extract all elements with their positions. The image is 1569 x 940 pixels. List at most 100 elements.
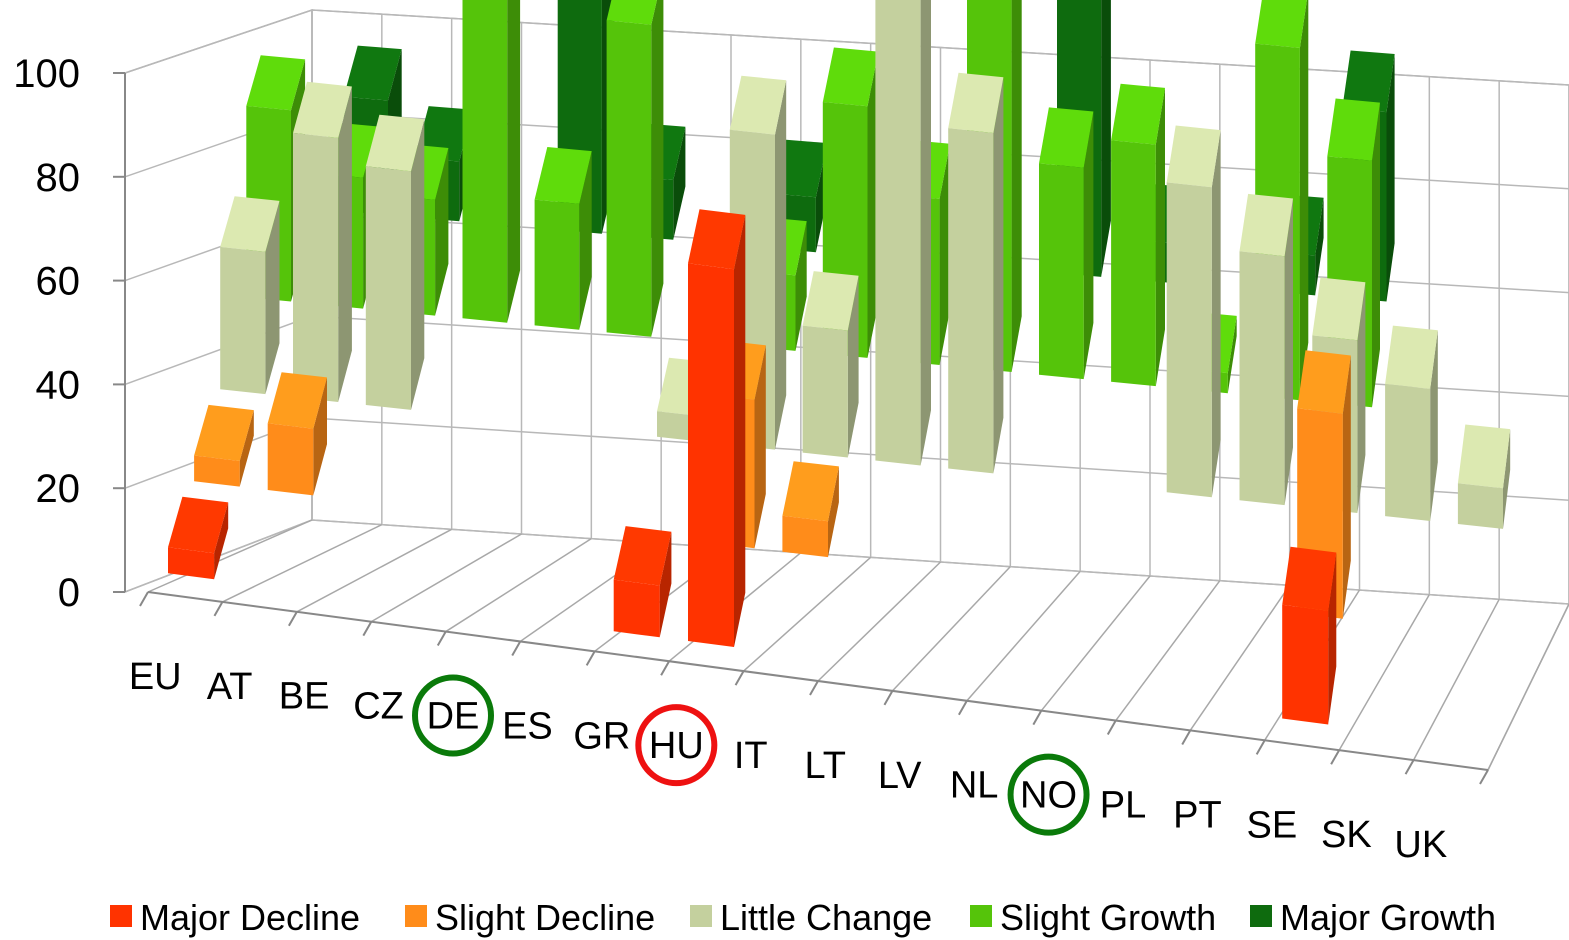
x-axis: EU AT BE CZ DE ES GR HU IT LT LV NL NO PL PT SE SK UK (129, 591, 1489, 866)
y-tick-label: 20 (36, 467, 81, 511)
bar-slight-growth-nl (1039, 107, 1094, 380)
bar-little-change-sk (1385, 325, 1438, 521)
x-tick-label: ES (502, 705, 553, 747)
legend-swatch (690, 905, 712, 927)
legend-swatch (405, 905, 427, 927)
x-tick-label: HU (649, 725, 704, 767)
highlight-circle-no (1007, 753, 1090, 836)
bar-little-change-eu (220, 196, 280, 395)
legend: Major Decline Slight Decline Little Change… (110, 897, 1496, 938)
floor-divider (222, 523, 383, 603)
legend-swatch (1250, 905, 1272, 927)
bar-slight-growth-no (1111, 83, 1165, 387)
x-tick-mark (1330, 749, 1340, 765)
bar-major-decline-se (1282, 546, 1337, 725)
bar-little-change-pl (1166, 125, 1221, 498)
y-tick-label: 0 (58, 571, 80, 615)
x-tick-mark (1479, 769, 1489, 785)
x-tick-label: CZ (353, 686, 404, 728)
x-tick-mark (436, 631, 447, 647)
legend-label: Slight Growth (1000, 897, 1216, 938)
bar-major-decline-hu (688, 209, 746, 647)
floor-divider (445, 538, 592, 633)
x-tick-mark (585, 650, 596, 666)
y-tick-label: 60 (36, 260, 81, 304)
x-tick-label: SE (1247, 804, 1298, 846)
x-tick-mark (1106, 720, 1117, 736)
bar-slight-growth-de (534, 147, 592, 330)
floor-divider (147, 519, 313, 593)
x-tick-label: LT (804, 745, 846, 787)
x-tick-label: IT (734, 735, 768, 777)
y-axis: 0 20 40 60 80 100 (13, 52, 126, 615)
bar-little-change-pt (1239, 193, 1293, 506)
gridline-0 (124, 519, 1569, 605)
floor-divider (1338, 594, 1430, 751)
bar-slight-decline-eu (194, 404, 254, 487)
right-floor-edge (1487, 603, 1569, 771)
legend-label: Major Decline (140, 897, 360, 938)
bar-little-change-lv (948, 72, 1004, 474)
bar-little-change-lt (875, 0, 931, 466)
x-tick-mark (660, 660, 670, 676)
y-tick-label: 80 (36, 156, 81, 200)
x-tick-mark (1404, 759, 1415, 775)
x-tick-label: NL (950, 765, 999, 807)
bar-slight-growth-cz (462, 0, 521, 323)
floor-divider (296, 528, 453, 613)
x-tick-label: NO (1020, 775, 1077, 817)
bar-major-decline-eu (168, 496, 229, 580)
legend-label: Slight Decline (435, 897, 655, 938)
x-tick-mark (511, 640, 522, 656)
bar-little-change-uk (1457, 424, 1511, 529)
x-tick-mark (734, 670, 745, 686)
floor-divider (1189, 584, 1291, 731)
floor-divider (370, 533, 522, 623)
x-tick-mark (213, 601, 224, 617)
floor-divider (1115, 580, 1221, 722)
bar-slight-decline-at (267, 372, 327, 496)
legend-swatch (110, 905, 132, 927)
y-tick-label: 40 (36, 363, 81, 407)
x-tick-mark (139, 591, 149, 607)
bar-slight-decline-it (782, 461, 839, 558)
bar-little-change-at (293, 81, 352, 402)
legend-label: Little Change (720, 897, 932, 938)
bar-slight-growth-es (606, 0, 664, 337)
highlight-circle-hu (635, 704, 718, 787)
floor-divider (743, 556, 872, 672)
x-tick-label: SK (1321, 814, 1372, 856)
x-tick-mark (809, 680, 819, 696)
x-tick-label: DE (427, 696, 480, 738)
floor-divider (966, 570, 1081, 702)
category-highlights (412, 674, 1090, 836)
x-tick-label: UK (1394, 824, 1447, 866)
chart-bars (168, 0, 1511, 725)
x-tick-label: BE (279, 676, 330, 718)
x-tick-label: GR (573, 715, 630, 757)
legend-label: Major Growth (1280, 897, 1496, 938)
x-tick-label: PT (1173, 794, 1222, 836)
x-tick-label: EU (129, 656, 182, 698)
bar-little-change-it (802, 271, 859, 458)
y-tick-label: 100 (13, 52, 80, 96)
highlight-circle-de (412, 674, 494, 757)
x-tick-mark (1255, 739, 1266, 755)
x-tick-mark (1181, 729, 1192, 745)
x-tick-label: PL (1100, 785, 1146, 827)
x-tick-mark (958, 700, 968, 716)
x-tick-mark (288, 611, 298, 627)
x-tick-mark (1032, 710, 1043, 726)
bar-little-change-be (365, 114, 425, 410)
floor-divider (891, 566, 1011, 692)
x-tick-mark (883, 690, 894, 706)
x-tick-mark (362, 621, 373, 637)
x-tick-label: LV (878, 755, 922, 797)
legend-swatch (970, 905, 992, 927)
floor-divider (1040, 575, 1151, 712)
bar-major-decline-gr (613, 526, 672, 638)
x-tick-label: AT (207, 666, 253, 708)
floor-divider (1412, 598, 1500, 761)
